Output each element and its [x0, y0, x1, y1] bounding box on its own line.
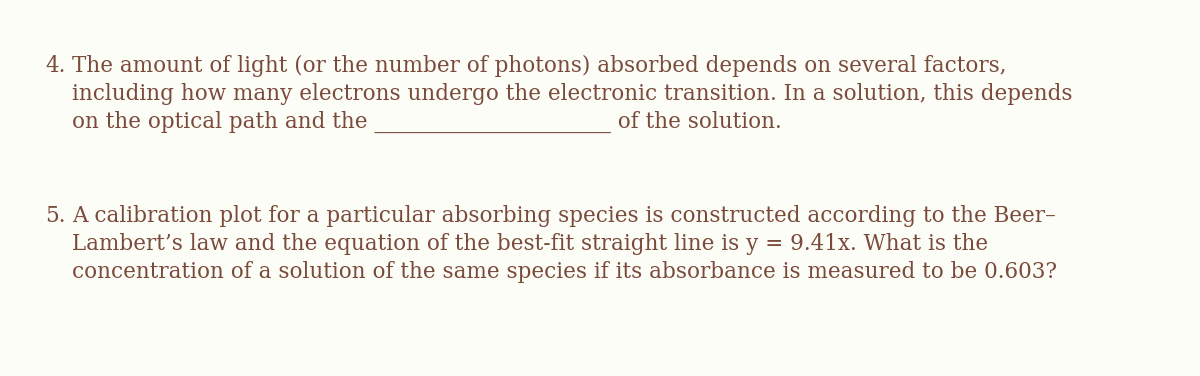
- Text: Lambert’s law and the equation of the best-fit straight line is y = 9.41x. What : Lambert’s law and the equation of the be…: [72, 233, 988, 255]
- Text: 4.: 4.: [46, 55, 65, 77]
- Text: concentration of a solution of the same species if its absorbance is measured to: concentration of a solution of the same …: [72, 261, 1057, 283]
- Text: including how many electrons undergo the electronic transition. In a solution, t: including how many electrons undergo the…: [72, 83, 1073, 105]
- Text: A calibration plot for a particular absorbing species is constructed according t: A calibration plot for a particular abso…: [72, 205, 1056, 227]
- Text: on the optical path and the ______________________ of the solution.: on the optical path and the ____________…: [72, 111, 781, 133]
- Text: 5.: 5.: [46, 205, 66, 227]
- Text: The amount of light (or the number of photons) absorbed depends on several facto: The amount of light (or the number of ph…: [72, 55, 1007, 77]
